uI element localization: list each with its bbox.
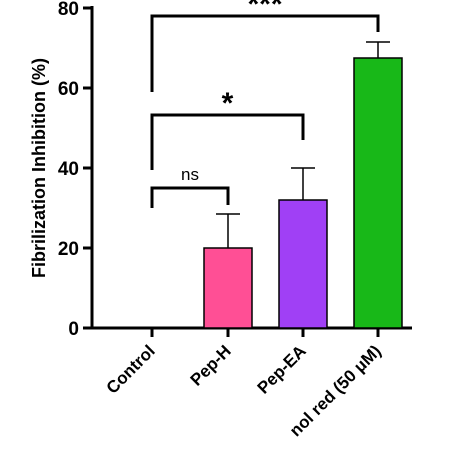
x-tick-label: Pep-H <box>187 341 235 389</box>
bar <box>203 247 253 329</box>
significance-brackets: ns**** <box>150 0 380 208</box>
y-tick-label: 60 <box>58 79 79 100</box>
bar <box>278 199 328 329</box>
significance-bracket <box>150 186 230 208</box>
bars <box>203 41 403 329</box>
significance-label: ns <box>181 165 199 184</box>
y-tick-label: 20 <box>58 239 79 260</box>
y-tick-label: 80 <box>58 0 79 20</box>
x-tick-label: Control <box>103 341 159 397</box>
significance-label: *** <box>247 0 282 21</box>
y-tick-label: 0 <box>68 319 79 340</box>
significance-label: * <box>222 87 234 120</box>
x-tick-label: Pep-EA <box>254 341 310 397</box>
bar <box>353 57 403 329</box>
y-tick-label: 40 <box>58 159 79 180</box>
significance-bracket <box>150 113 305 170</box>
y-axis-label: Fibrilization Inhibition (%) <box>29 58 49 278</box>
significance-bracket <box>150 14 380 92</box>
